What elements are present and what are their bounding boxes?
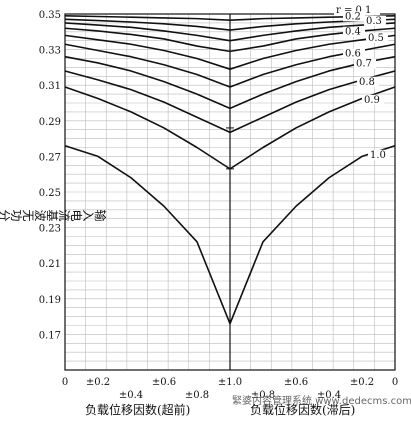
y-tick-label: 0.25 — [39, 188, 61, 199]
x-tick-label: ±0.4 — [317, 390, 341, 401]
y-tick-label: 0.31 — [39, 81, 61, 92]
series-line — [64, 18, 396, 31]
curve-label: 1.0 — [370, 150, 386, 161]
curve-label-bg — [366, 33, 388, 44]
curve-label: 0.3 — [366, 16, 382, 27]
series-line — [64, 34, 396, 70]
curve-label-bg — [334, 5, 380, 16]
x-axis-label-left: 负载位移因数(超前) — [85, 402, 190, 417]
curve-label-bg — [343, 48, 365, 59]
x-tick-label: ±0.2 — [350, 377, 374, 388]
curve-labels: r = 0.10.2 0.3 0.4 0.5 0.60.7 0.8 0.9 1.0 — [334, 5, 390, 161]
y-axis-label: 输入电流基波无功分量有效值(pu) — [0, 208, 108, 222]
curve-label: 0.2 — [345, 11, 361, 22]
curve-label: r = 0.1 — [336, 5, 371, 16]
watermark: 緊婆内容管理系统 www.dedecms.com — [232, 394, 411, 407]
y-tick-label: 0.19 — [39, 295, 61, 306]
x-tick-label: ±0.8 — [185, 390, 209, 401]
curve-label-bg — [357, 76, 379, 87]
curve-label: 0.8 — [359, 77, 375, 88]
x-tick-label: ±0.6 — [152, 377, 176, 388]
curve-label-bg — [354, 58, 376, 69]
series-line — [64, 55, 396, 110]
y-tick-label: 0.21 — [39, 259, 61, 270]
y-tick-labels: 0.35 0.33 0.31 0.29 0.27 0.25 0.23 0.21 0.19 0.17 — [39, 10, 61, 341]
curve-label: 0.7 — [356, 58, 372, 69]
series-line — [64, 27, 396, 53]
y-tick-label: 0.27 — [39, 152, 61, 163]
x-tick-label: 0 — [62, 377, 68, 388]
x-tick-label: ±0.6 — [284, 377, 308, 388]
y-tick-label: 0.29 — [39, 117, 61, 128]
y-tick-label: 0.33 — [39, 46, 61, 57]
x-tick-label: ±0.2 — [86, 377, 110, 388]
curve-label-bg — [343, 26, 365, 37]
curve-lines — [64, 14, 396, 325]
x-tick-labels: 0 ±0.2 ±0.6 ±1.0 ±0.6 ±0.2 0 ±0.4 ±0.8 ±0.8 ±0.4 — [62, 377, 398, 401]
x-tick-label: ±0.8 — [251, 390, 275, 401]
curve-label-bg — [362, 94, 384, 105]
y-tick-label: 0.23 — [39, 224, 61, 235]
curve-label-bg — [343, 11, 365, 22]
series-line — [64, 22, 396, 42]
series-line — [64, 43, 396, 88]
series-line — [64, 70, 396, 134]
curve-label-bg — [368, 149, 390, 160]
x-tick-label: ±0.4 — [119, 390, 143, 401]
series-line — [64, 14, 396, 22]
x-tick-label: 0 — [392, 377, 398, 388]
curve-label: 0.9 — [364, 95, 380, 106]
y-tick-label: 0.17 — [39, 330, 61, 341]
y-tick-label: 0.35 — [39, 10, 61, 21]
x-axis-label-right: 负载位移因数(滞后) — [250, 402, 355, 417]
curve-label: 0.4 — [345, 27, 361, 38]
x-tick-label: ±1.0 — [218, 377, 242, 388]
curve-label-bg — [364, 15, 386, 26]
curve-label: 0.5 — [368, 33, 384, 44]
series-line — [64, 144, 396, 325]
curve-label: 0.6 — [345, 49, 361, 60]
